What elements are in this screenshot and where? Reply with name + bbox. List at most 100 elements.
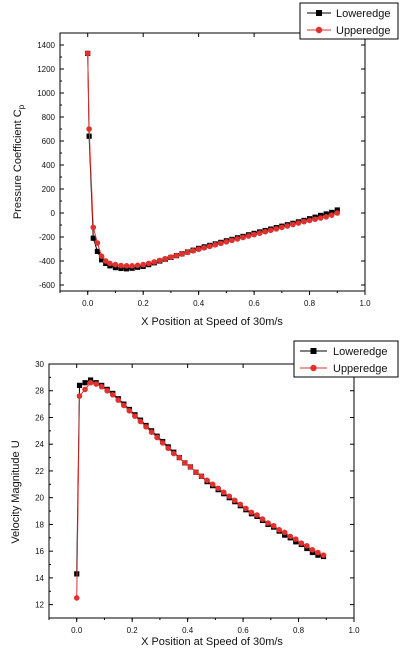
data-point-upperedge xyxy=(84,50,91,57)
data-point-upperedge xyxy=(118,262,124,269)
data-point-upperedge xyxy=(320,552,327,558)
y-tick-label: -600 xyxy=(39,281,56,290)
y-tick-label: 28 xyxy=(35,387,44,396)
x-ticks: 0.0 0.2 0.4 0.6 0.8 1.0 xyxy=(59,33,371,308)
y-tick-label: 18 xyxy=(35,520,44,529)
data-point-upperedge xyxy=(267,227,274,234)
data-point-upperedge xyxy=(176,454,183,461)
x-tick-label: 0.0 xyxy=(82,299,94,308)
data-point-loweredge xyxy=(98,257,105,263)
y-tick-label: 16 xyxy=(35,547,44,556)
data-point-upperedge xyxy=(265,520,271,526)
y-tick-label: 26 xyxy=(35,413,44,422)
data-point-upperedge xyxy=(223,239,230,245)
data-point-upperedge xyxy=(94,240,101,246)
data-point-upperedge xyxy=(184,249,191,256)
data-point-upperedge xyxy=(317,215,324,221)
chart-pressure: -600 -400 -200 0 200 400 600 800 1000 1200 1400 0.… xyxy=(12,2,399,328)
data-point-upperedge xyxy=(109,391,116,398)
series-line-upperedge xyxy=(76,382,324,598)
x-tick-label: 0.8 xyxy=(304,299,316,308)
data-point-upperedge xyxy=(98,383,105,390)
data-point-upperedge xyxy=(168,254,174,260)
y-tick-label: 1400 xyxy=(37,41,55,50)
y-axis-label-subscript: p xyxy=(17,104,26,109)
data-point-upperedge xyxy=(123,263,130,269)
legend-box xyxy=(299,2,399,40)
data-point-upperedge xyxy=(134,262,141,269)
y-tick-label: 24 xyxy=(35,440,44,449)
data-point-upperedge xyxy=(206,243,213,250)
data-point-loweredge xyxy=(82,380,88,386)
data-point-upperedge xyxy=(270,522,277,529)
data-point-upperedge xyxy=(159,440,166,446)
data-point-loweredge xyxy=(118,265,124,272)
data-point-upperedge xyxy=(243,505,249,512)
x-axis-label: X Position at Speed of 30m/s xyxy=(141,636,283,648)
data-point-upperedge xyxy=(304,543,310,549)
x-tick-label: 0.8 xyxy=(293,626,305,635)
data-point-upperedge xyxy=(248,509,255,516)
data-point-upperedge xyxy=(281,529,288,536)
data-point-upperedge xyxy=(284,223,291,229)
data-point-loweredge xyxy=(112,265,119,271)
data-point-upperedge xyxy=(143,424,149,430)
y-tick-label: 1000 xyxy=(37,89,55,98)
data-point-upperedge xyxy=(309,547,316,553)
y-tick-label: 30 xyxy=(35,360,44,369)
data-point-upperedge xyxy=(301,218,307,225)
series-group xyxy=(84,50,341,272)
data-point-upperedge xyxy=(237,501,244,508)
y-ticks: 12 14 16 18 20 22 24 26 28 30 xyxy=(35,360,354,610)
data-point-upperedge xyxy=(312,216,318,223)
y-axis-label: Velocity Magnitude U xyxy=(10,440,22,543)
legend-marker-loweredge xyxy=(310,348,317,354)
x-tick-label: 0.0 xyxy=(71,626,83,635)
legend-marker-upperedge xyxy=(310,364,317,372)
y-tick-label: 22 xyxy=(35,467,44,476)
data-point-upperedge xyxy=(198,473,205,480)
x-tick-label: 0.6 xyxy=(249,299,261,308)
data-point-upperedge xyxy=(86,126,92,132)
data-point-upperedge xyxy=(212,242,219,248)
data-point-upperedge xyxy=(328,212,335,218)
data-point-upperedge xyxy=(132,413,138,419)
x-tick-label: 0.4 xyxy=(193,299,205,308)
data-point-upperedge xyxy=(231,497,238,504)
data-point-upperedge xyxy=(245,233,252,239)
y-tick-label: 12 xyxy=(35,601,44,610)
data-point-loweredge xyxy=(90,235,96,241)
data-point-loweredge xyxy=(334,207,340,213)
data-point-upperedge xyxy=(240,234,246,241)
data-point-upperedge xyxy=(229,237,235,244)
legend: Loweredge Upperedge xyxy=(299,2,399,40)
data-point-upperedge xyxy=(276,526,282,533)
data-point-upperedge xyxy=(298,540,305,546)
plot-area-border xyxy=(59,32,366,292)
data-point-upperedge xyxy=(137,418,144,425)
y-tick-label: 1200 xyxy=(37,65,55,74)
x-axis-label: X Position at Speed of 30m/s xyxy=(141,316,283,328)
data-point-upperedge xyxy=(279,224,285,231)
data-point-upperedge xyxy=(154,434,160,441)
data-point-upperedge xyxy=(201,245,207,251)
y-tick-label: 14 xyxy=(35,574,44,583)
data-point-upperedge xyxy=(179,251,185,257)
legend-label-loweredge: Loweredge xyxy=(333,346,387,358)
x-tick-label: 1.0 xyxy=(359,299,371,308)
y-tick-label: 800 xyxy=(42,113,56,122)
y-tick-label: -400 xyxy=(39,257,56,266)
y-axis-label-main: Pressure Coefficient C xyxy=(12,109,24,219)
y-tick-label: 200 xyxy=(42,185,56,194)
data-point-upperedge xyxy=(334,210,341,216)
data-point-upperedge xyxy=(295,220,302,226)
data-point-upperedge xyxy=(256,230,263,236)
data-point-upperedge xyxy=(102,258,109,264)
data-point-upperedge xyxy=(173,252,180,259)
data-point-upperedge xyxy=(76,393,83,399)
data-point-upperedge xyxy=(220,489,227,496)
data-point-upperedge xyxy=(190,248,196,254)
data-point-upperedge xyxy=(93,381,99,387)
data-point-upperedge xyxy=(251,231,257,238)
